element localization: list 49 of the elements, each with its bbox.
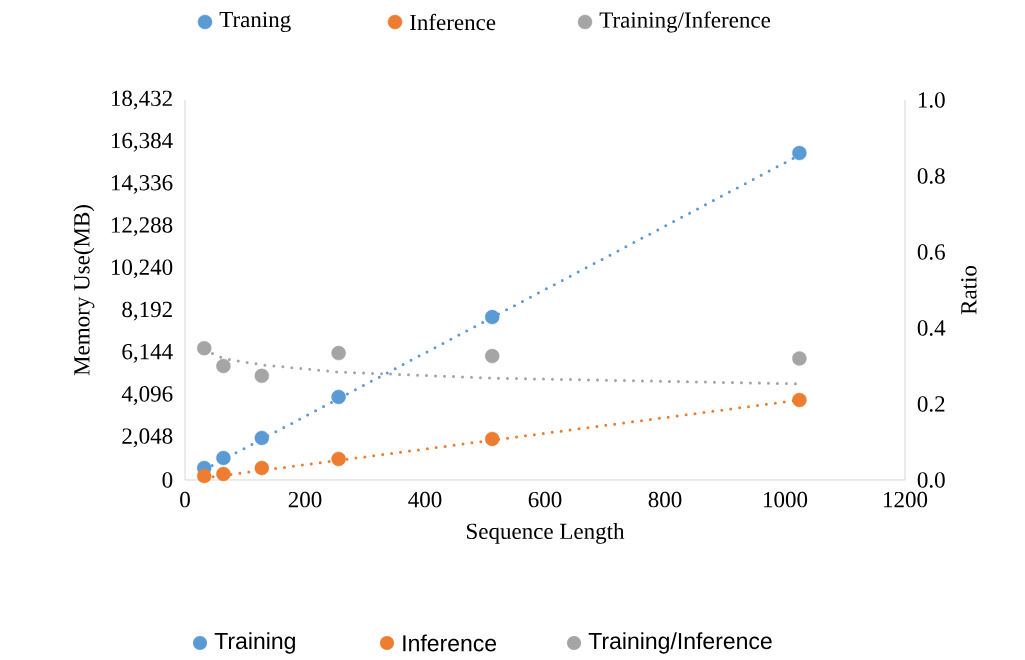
point: [792, 392, 807, 408]
text: Training: [214, 632, 295, 654]
x-axis-title: Sequence Length: [467, 522, 625, 544]
y2-tick-label: 1.0: [918, 92, 945, 108]
y2-tick-label: 0.0: [917, 472, 945, 488]
x-tick-label: 400: [408, 491, 442, 508]
x-tick-label: 200: [288, 491, 322, 508]
y2-axis-title: Ratio: [961, 265, 977, 315]
point: [216, 450, 231, 466]
point: [254, 368, 270, 384]
legend-label: Training/Inference: [599, 11, 771, 33]
point: [485, 309, 500, 325]
y-tick-label: 8,192: [122, 301, 172, 321]
y2-tick-label: 0.6: [917, 244, 945, 260]
point: [485, 431, 500, 447]
point: [197, 340, 212, 356]
y-tick-label: 2,048: [122, 428, 173, 448]
legend-label: Traning: [219, 11, 291, 33]
text: Training/Inference: [588, 632, 772, 654]
point: [216, 358, 231, 374]
y2-tick-label: 0.8: [917, 168, 945, 184]
point: [331, 345, 346, 361]
y-tick-label: 18,432: [111, 90, 172, 110]
point: [254, 460, 270, 476]
point: [331, 451, 346, 467]
point: [792, 145, 807, 161]
point: [331, 389, 346, 405]
legend-label: Inference: [410, 13, 496, 31]
x-tick-label: 600: [528, 491, 562, 508]
y-tick-label: 0: [162, 472, 173, 488]
y-tick-label: 12,288: [111, 217, 173, 237]
y-tick-label: 4,096: [121, 386, 173, 405]
y-tick-label: 14,336: [111, 175, 173, 194]
x-tick-label: 1200: [884, 491, 928, 508]
y2-tick-label: 0.2: [917, 396, 945, 412]
point: [197, 468, 212, 484]
y-axis-title: Memory Use(MB): [73, 205, 95, 376]
y-tick-label: 16,384: [111, 132, 173, 152]
x-tick-label: 0: [180, 491, 190, 508]
x-tick-label: 800: [648, 491, 682, 508]
point: [216, 466, 231, 482]
text: Inference: [403, 634, 497, 652]
y-tick-label: 6,144: [122, 343, 173, 363]
point: [254, 430, 270, 446]
point: [792, 351, 807, 366]
x-tick-label: 1000: [764, 491, 808, 508]
point: [485, 348, 500, 364]
y2-tick-label: 0.4: [917, 320, 946, 336]
y-tick-label: 10,240: [111, 259, 173, 279]
